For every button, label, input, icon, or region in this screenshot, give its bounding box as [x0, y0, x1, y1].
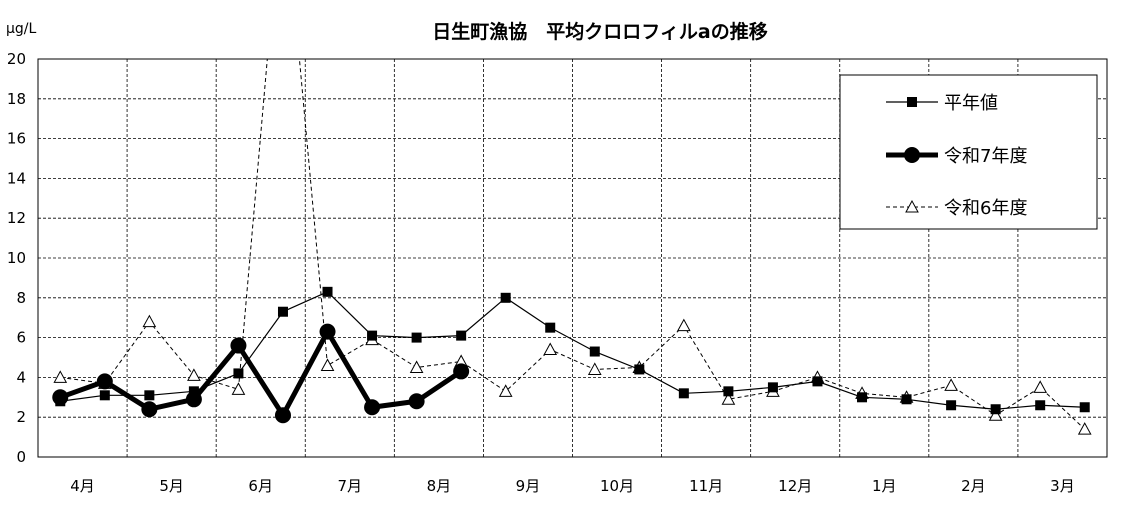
series-1	[52, 323, 470, 424]
data-point-circle	[319, 323, 336, 340]
y-tick-label: 6	[16, 329, 26, 347]
x-tick-label: 9月	[516, 477, 541, 495]
data-point-square	[767, 382, 778, 393]
data-point-triangle	[53, 370, 68, 383]
data-point-circle	[141, 401, 158, 418]
legend-label: 令和7年度	[944, 146, 1027, 167]
data-point-square	[322, 286, 333, 297]
y-tick-label: 12	[7, 209, 26, 227]
data-point-square	[990, 404, 1001, 415]
data-point-triangle	[142, 314, 157, 328]
series-line	[60, 291, 1085, 410]
data-point-square	[634, 364, 645, 375]
x-tick-label: 7月	[338, 477, 363, 495]
data-point-triangle	[1033, 380, 1048, 393]
data-point-triangle	[721, 392, 736, 405]
y-tick-label: 4	[16, 368, 26, 386]
data-point-square	[500, 292, 511, 303]
data-point-square	[233, 368, 244, 379]
y-unit-label: μg/L	[6, 21, 37, 37]
data-point-circle	[52, 389, 69, 406]
data-point-square	[812, 376, 823, 387]
data-point-triangle	[988, 408, 1003, 421]
x-tick-label: 1月	[872, 477, 897, 495]
data-point-square	[144, 390, 155, 401]
y-tick-label: 20	[7, 50, 26, 68]
data-point-square	[589, 346, 600, 357]
data-point-triangle	[320, 358, 335, 371]
y-tick-label: 14	[7, 169, 26, 187]
data-point-square	[545, 322, 556, 333]
series-line	[60, 59, 1086, 430]
x-tick-label: 5月	[159, 477, 184, 495]
data-point-square	[1035, 400, 1046, 411]
x-tick-label: 10月	[600, 477, 634, 495]
legend-box	[839, 74, 1098, 230]
series-layer	[52, 59, 1092, 435]
data-point-square	[277, 306, 288, 317]
legend-label: 平年値	[944, 93, 998, 114]
y-tick-label: 18	[7, 90, 26, 108]
x-axis-ticks: 4月 5月 6月 7月 8月 9月 10月 11月 12月 1月 2月 3月	[70, 477, 1074, 495]
data-point-triangle	[187, 368, 201, 381]
data-point-square	[901, 394, 912, 405]
data-point-triangle	[587, 362, 602, 375]
data-point-triangle	[409, 360, 424, 373]
data-point-triangle	[231, 382, 246, 395]
data-point-triangle	[905, 199, 919, 213]
y-tick-label: 2	[16, 408, 26, 426]
x-tick-label: 4月	[70, 477, 95, 495]
y-tick-label: 8	[16, 289, 26, 307]
chart-title: 日生町漁協 平均クロロフィルaの推移	[432, 20, 767, 43]
data-point-triangle	[1077, 422, 1092, 435]
data-point-triangle	[543, 342, 558, 356]
y-tick-label: 0	[16, 448, 26, 466]
data-point-circle	[230, 337, 247, 354]
data-point-triangle	[944, 378, 958, 391]
data-point-square	[367, 330, 378, 341]
data-point-square	[678, 388, 689, 399]
x-tick-label: 11月	[689, 477, 723, 495]
data-point-circle	[408, 393, 425, 410]
data-point-square	[857, 392, 868, 403]
data-point-square	[456, 330, 467, 341]
x-tick-label: 2月	[961, 477, 986, 495]
y-tick-label: 16	[7, 130, 26, 148]
data-point-circle	[96, 373, 113, 390]
x-tick-label: 3月	[1050, 477, 1075, 495]
data-point-circle	[453, 363, 470, 380]
series-line	[59, 329, 463, 418]
data-point-circle	[274, 407, 291, 424]
y-axis-ticks: 0 2 4 6 8 10 12 14 16 18 20	[7, 50, 26, 466]
data-point-square	[411, 332, 422, 343]
plot-frame	[37, 58, 1108, 458]
data-point-square	[907, 97, 917, 107]
data-point-triangle	[498, 384, 513, 397]
data-point-square	[1079, 402, 1090, 413]
data-point-triangle	[677, 318, 691, 332]
x-tick-label: 8月	[427, 477, 452, 495]
data-point-circle	[364, 399, 381, 416]
x-tick-label: 6月	[248, 477, 273, 495]
data-point-circle	[904, 147, 920, 163]
y-tick-label: 10	[7, 249, 26, 267]
x-tick-label: 12月	[778, 477, 812, 495]
data-point-square	[946, 400, 957, 411]
data-point-circle	[185, 391, 202, 408]
data-point-square	[99, 390, 110, 401]
legend-label: 令和6年度	[944, 198, 1027, 219]
data-point-square	[723, 386, 734, 397]
